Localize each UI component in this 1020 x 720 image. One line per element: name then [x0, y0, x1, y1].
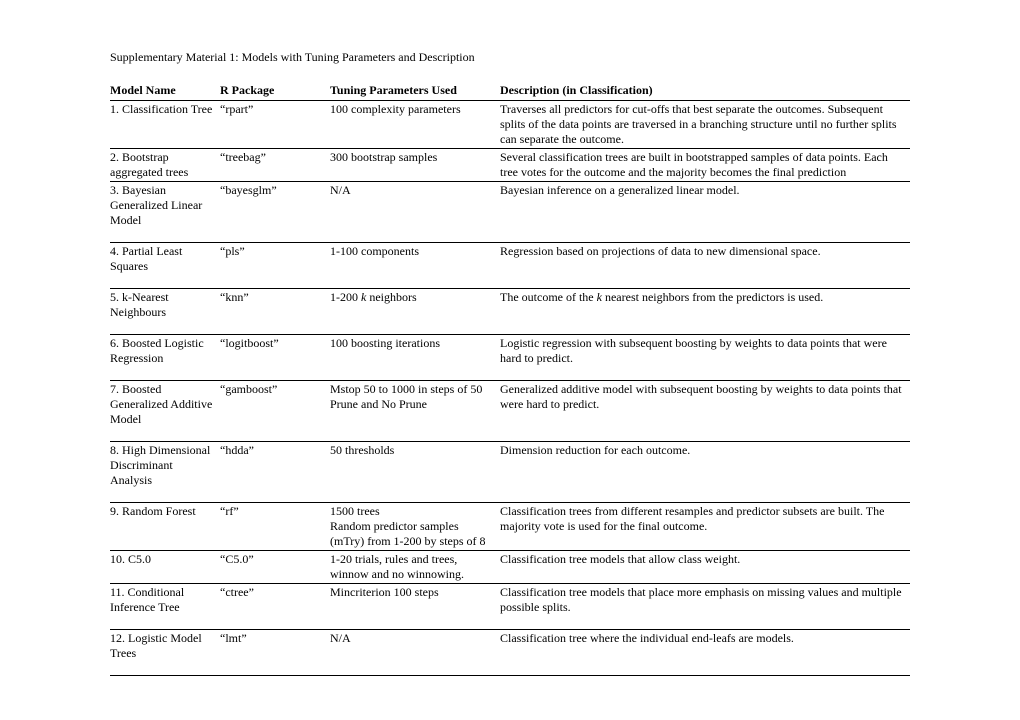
cell-pkg: “lmt” — [220, 630, 330, 676]
table-row: 12. Logistic Model Trees “lmt” N/A Class… — [110, 630, 910, 676]
cell-name: 3. Bayesian Generalized Linear Model — [110, 182, 220, 243]
table-header-row: Model Name R Package Tuning Parameters U… — [110, 83, 910, 101]
table-row: 1. Classification Tree “rpart” 100 compl… — [110, 101, 910, 149]
cell-tune: 1-20 trials, rules and trees, winnow and… — [330, 551, 500, 584]
cell-name: 10. C5.0 — [110, 551, 220, 584]
table-row: 3. Bayesian Generalized Linear Model “ba… — [110, 182, 910, 243]
cell-tune: Mincriterion 100 steps — [330, 584, 500, 630]
cell-desc: Classification tree models that allow cl… — [500, 551, 910, 584]
table-row: 9. Random Forest “rf” 1500 trees Random … — [110, 503, 910, 551]
cell-name: 11. Conditional Inference Tree — [110, 584, 220, 630]
cell-pkg: “knn” — [220, 289, 330, 335]
cell-pkg: “rf” — [220, 503, 330, 551]
cell-name: 12. Logistic Model Trees — [110, 630, 220, 676]
cell-tune: 300 bootstrap samples — [330, 149, 500, 182]
cell-desc: Classification trees from different resa… — [500, 503, 910, 551]
cell-pkg: “bayesglm” — [220, 182, 330, 243]
cell-pkg: “C5.0” — [220, 551, 330, 584]
col-r-package: R Package — [220, 83, 330, 101]
cell-name: 1. Classification Tree — [110, 101, 220, 149]
table-row: 2. Bootstrap aggregated trees “treebag” … — [110, 149, 910, 182]
cell-tune: N/A — [330, 182, 500, 243]
cell-tune: Mstop 50 to 1000 in steps of 50 Prune an… — [330, 381, 500, 442]
col-description: Description (in Classification) — [500, 83, 910, 101]
cell-desc: Regression based on projections of data … — [500, 243, 910, 289]
cell-tune: 1500 trees Random predictor samples (mTr… — [330, 503, 500, 551]
cell-pkg: “gamboost” — [220, 381, 330, 442]
table-row: 8. High Dimensional Discriminant Analysi… — [110, 442, 910, 503]
cell-desc: The outcome of the k nearest neighbors f… — [500, 289, 910, 335]
table-row: 7. Boosted Generalized Additive Model “g… — [110, 381, 910, 442]
cell-desc: Generalized additive model with subseque… — [500, 381, 910, 442]
col-tuning: Tuning Parameters Used — [330, 83, 500, 101]
cell-desc: Dimension reduction for each outcome. — [500, 442, 910, 503]
cell-desc: Bayesian inference on a generalized line… — [500, 182, 910, 243]
cell-tune: N/A — [330, 630, 500, 676]
table-row: 11. Conditional Inference Tree “ctree” M… — [110, 584, 910, 630]
cell-pkg: “rpart” — [220, 101, 330, 149]
cell-pkg: “ctree” — [220, 584, 330, 630]
cell-desc: Traverses all predictors for cut-offs th… — [500, 101, 910, 149]
cell-name: 4. Partial Least Squares — [110, 243, 220, 289]
cell-name: 6. Boosted Logistic Regression — [110, 335, 220, 381]
cell-desc: Several classification trees are built i… — [500, 149, 910, 182]
cell-name: 2. Bootstrap aggregated trees — [110, 149, 220, 182]
cell-desc: Classification tree where the individual… — [500, 630, 910, 676]
models-table: Model Name R Package Tuning Parameters U… — [110, 83, 910, 676]
cell-pkg: “hdda” — [220, 442, 330, 503]
col-model-name: Model Name — [110, 83, 220, 101]
cell-tune: 100 boosting iterations — [330, 335, 500, 381]
cell-pkg: “pls” — [220, 243, 330, 289]
cell-name: 9. Random Forest — [110, 503, 220, 551]
cell-pkg: “treebag” — [220, 149, 330, 182]
cell-name: 7. Boosted Generalized Additive Model — [110, 381, 220, 442]
table-row: 6. Boosted Logistic Regression “logitboo… — [110, 335, 910, 381]
cell-tune: 1-200 k neighbors — [330, 289, 500, 335]
cell-name: 5. k-Nearest Neighbours — [110, 289, 220, 335]
table-row: 5. k-Nearest Neighbours “knn” 1-200 k ne… — [110, 289, 910, 335]
cell-desc: Logistic regression with subsequent boos… — [500, 335, 910, 381]
table-row: 4. Partial Least Squares “pls” 1-100 com… — [110, 243, 910, 289]
cell-tune: 50 thresholds — [330, 442, 500, 503]
cell-pkg: “logitboost” — [220, 335, 330, 381]
table-row: 10. C5.0 “C5.0” 1-20 trials, rules and t… — [110, 551, 910, 584]
cell-name: 8. High Dimensional Discriminant Analysi… — [110, 442, 220, 503]
cell-tune: 100 complexity parameters — [330, 101, 500, 149]
cell-tune: 1-100 components — [330, 243, 500, 289]
page-title: Supplementary Material 1: Models with Tu… — [110, 50, 910, 65]
cell-desc: Classification tree models that place mo… — [500, 584, 910, 630]
